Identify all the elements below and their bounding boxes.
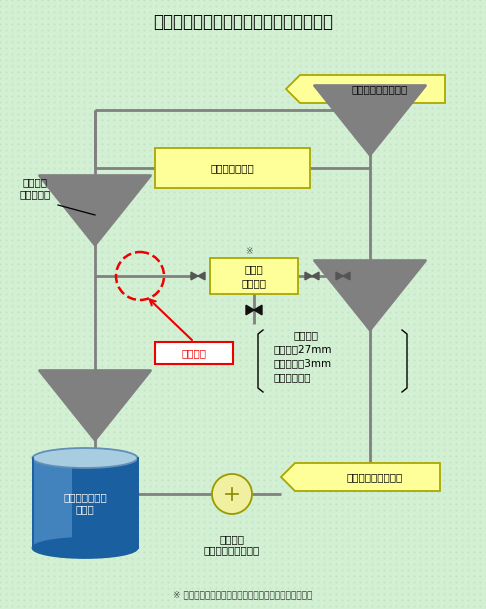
Text: 配管仕様: 配管仕様 [293,330,318,340]
Polygon shape [254,305,262,315]
Circle shape [212,474,252,514]
Text: 材質：炭素鋼: 材質：炭素鋼 [273,372,311,382]
Ellipse shape [33,448,138,468]
Bar [155,148,310,188]
Text: 補助蒸気
ドレン配管: 補助蒸気 ドレン配管 [19,177,51,199]
Polygon shape [286,75,445,103]
Bar [33,458,72,548]
Polygon shape [305,272,312,280]
Text: 伊方発電所３号機　補助蒸気系統概略図: 伊方発電所３号機 補助蒸気系統概略図 [153,13,333,31]
Polygon shape [312,272,319,280]
Polygon shape [336,272,343,280]
Text: スチームコンバータ: スチームコンバータ [347,472,402,482]
Ellipse shape [33,538,138,558]
Text: スチームコンバータ: スチームコンバータ [351,84,408,94]
Text: 補助蒸気ドレン
タンク: 補助蒸気ドレン タンク [63,492,107,514]
Text: ドレン: ドレン [244,264,263,274]
Polygon shape [246,305,254,315]
Text: 肉厚：約　3mm: 肉厚：約 3mm [273,358,331,368]
Polygon shape [343,272,350,280]
Text: 補助蒸気
ドレンタンクポンプ: 補助蒸気 ドレンタンクポンプ [204,534,260,555]
Text: 廃液蒸発装置等: 廃液蒸発装置等 [210,163,254,173]
Text: ※: ※ [245,247,253,256]
Polygon shape [198,272,205,280]
Polygon shape [281,463,440,491]
Text: 外径：約27mm: 外径：約27mm [273,344,331,354]
Polygon shape [191,272,198,280]
Bar [210,258,298,294]
Text: ※ ドレントラップ：配管内の水分を自動で排水する装置: ※ ドレントラップ：配管内の水分を自動で排水する装置 [174,591,312,599]
Bar [155,342,233,364]
Bar [33,458,138,548]
Text: トラップ: トラップ [242,278,266,288]
Text: 当該箇所: 当該箇所 [181,348,207,358]
